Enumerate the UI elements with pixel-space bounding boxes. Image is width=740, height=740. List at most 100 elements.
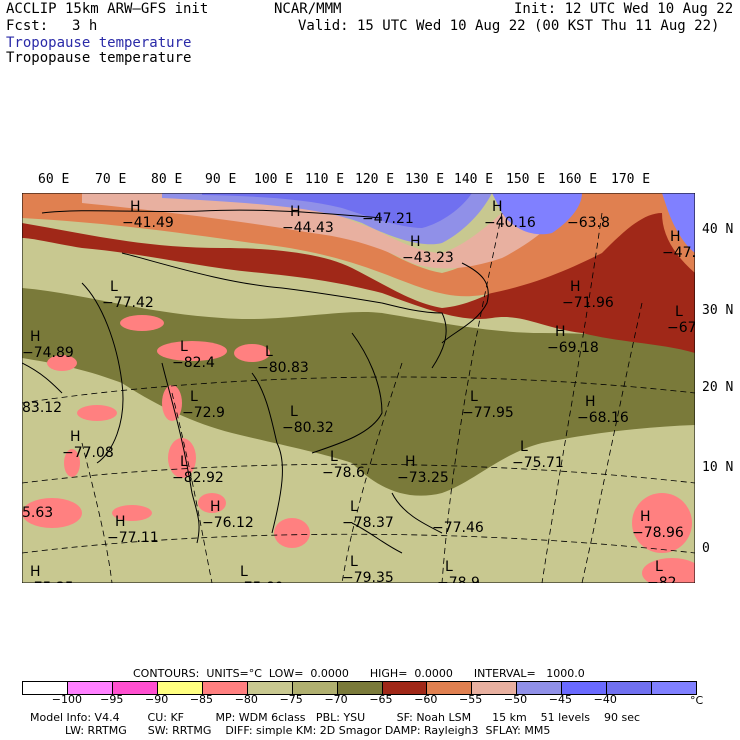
field-band-minus65 bbox=[22, 193, 695, 353]
graticule bbox=[22, 212, 695, 583]
field-value-label: −77.95 bbox=[462, 405, 514, 421]
field-value-label: −78.6 bbox=[322, 465, 365, 481]
init-time: Init: 12 UTC Wed 10 Aug 22 bbox=[514, 1, 734, 17]
colorbar-tick-label: −45 bbox=[548, 693, 572, 706]
colorbar-swatch bbox=[292, 682, 338, 694]
lat-label: 0 bbox=[702, 541, 710, 556]
colorbar-swatch bbox=[652, 682, 697, 694]
field-title-secondary: Tropopause temperature bbox=[6, 50, 192, 66]
high-marker: H bbox=[492, 199, 503, 215]
lat-label: 30 N bbox=[702, 303, 734, 318]
field-value-label: −82 bbox=[647, 575, 677, 583]
high-marker: H bbox=[130, 199, 141, 215]
field-value-label: −44.43 bbox=[282, 220, 334, 236]
lon-label: 100 E bbox=[254, 172, 294, 187]
low-marker: L bbox=[445, 559, 453, 575]
low-marker: L bbox=[290, 404, 298, 420]
tropopause-temperature-map: H−41.49H−44.43−47.21H−43.23H−40.16 −63.8H… bbox=[22, 193, 695, 583]
high-marker: H bbox=[570, 279, 581, 295]
colorbar-swatch bbox=[23, 682, 68, 694]
lon-label: 160 E bbox=[558, 172, 598, 187]
low-marker: L bbox=[330, 449, 338, 465]
field-value-label: 5.63 bbox=[22, 505, 53, 521]
colorbar-tick-label: −55 bbox=[459, 693, 483, 706]
field-value-label: −80.32 bbox=[282, 420, 334, 436]
field-value-label: −75.35 bbox=[22, 580, 74, 583]
lon-label: 150 E bbox=[506, 172, 546, 187]
field-value-label: −82.92 bbox=[172, 470, 224, 486]
field-value-label: −77.11 bbox=[107, 530, 159, 546]
high-marker: H bbox=[410, 234, 421, 250]
lon-label: 120 E bbox=[355, 172, 395, 187]
colorbar-swatch bbox=[427, 682, 473, 694]
colorbar-swatch bbox=[67, 682, 113, 694]
colorbar-swatch bbox=[517, 682, 563, 694]
field-value-label: −67 bbox=[667, 320, 695, 336]
field-value-label: −47.21 bbox=[362, 211, 414, 227]
low-marker: L bbox=[265, 344, 273, 360]
lat-label: 10 N bbox=[702, 460, 734, 475]
field-value-label: −78.96 bbox=[632, 525, 684, 541]
colorbar-swatch bbox=[607, 682, 653, 694]
field-patches-minus80 bbox=[22, 315, 695, 583]
high-marker: H bbox=[640, 509, 651, 525]
high-marker: H bbox=[290, 204, 301, 220]
high-marker: H bbox=[555, 324, 566, 340]
colorbar-swatch bbox=[157, 682, 203, 694]
field-value-label: −69.18 bbox=[547, 340, 599, 356]
lon-label: 130 E bbox=[405, 172, 445, 187]
lon-label: 170 E bbox=[611, 172, 651, 187]
high-marker: H bbox=[115, 514, 126, 530]
low-marker: L bbox=[190, 389, 198, 405]
colorbar-tick-label: −65 bbox=[369, 693, 393, 706]
colorbar-swatch bbox=[562, 682, 608, 694]
field-value-label: −40.16 bbox=[484, 215, 536, 231]
organization: NCAR/MMM bbox=[274, 1, 342, 17]
field-value-label: −71.96 bbox=[562, 295, 614, 311]
colorbar-tick-label: −90 bbox=[144, 693, 169, 706]
colorbar-swatch bbox=[112, 682, 158, 694]
colorbar-tick-label: −40 bbox=[593, 693, 617, 706]
low-marker: L bbox=[240, 564, 248, 580]
colorbar-swatch bbox=[202, 682, 248, 694]
field-band-minus70 bbox=[22, 288, 695, 496]
low-marker: L bbox=[350, 554, 358, 570]
colorbar-tick-label: −60 bbox=[414, 693, 438, 706]
high-marker: H bbox=[30, 564, 41, 580]
fcst-value: 3 h bbox=[72, 18, 98, 34]
low-marker: L bbox=[675, 304, 683, 320]
colorbar-tick-label: −80 bbox=[234, 693, 258, 706]
field-value-label: −74.89 bbox=[22, 345, 74, 361]
field-value-label: −77.08 bbox=[62, 445, 114, 461]
model-info-line1: Model Info: V4.4 CU: KF MP: WDM 6class P… bbox=[30, 711, 641, 724]
low-marker: L bbox=[350, 499, 358, 515]
lon-label: 80 E bbox=[151, 172, 183, 187]
field-band-minus45 bbox=[202, 193, 472, 228]
field-value-label: −78.9 bbox=[437, 575, 480, 583]
colorbar-unit: °C bbox=[690, 694, 704, 707]
field-band-minus55 bbox=[82, 193, 582, 269]
lon-label: 70 E bbox=[95, 172, 127, 187]
fcst-label: Fcst: bbox=[6, 18, 49, 34]
lat-label: 20 N bbox=[702, 380, 734, 395]
field-band-minus60 bbox=[22, 193, 695, 297]
field-value-label: −75.89 bbox=[232, 580, 284, 583]
field-title-primary: Tropopause temperature bbox=[6, 35, 192, 51]
high-marker: H bbox=[585, 394, 596, 410]
colorbar-swatch bbox=[382, 682, 428, 694]
low-marker: L bbox=[470, 389, 478, 405]
field-value-label: −72.9 bbox=[182, 405, 225, 421]
colorbar-tick-label: −75 bbox=[279, 693, 303, 706]
field-value-label: −63.8 bbox=[567, 215, 610, 231]
valid-time: Valid: 15 UTC Wed 10 Aug 22 (00 KST Thu … bbox=[298, 18, 720, 34]
lat-label: 40 N bbox=[702, 222, 734, 237]
field-value-label: −47. bbox=[662, 245, 695, 261]
field-band-nw-pacific bbox=[492, 193, 582, 235]
field-value-label: −75.71 bbox=[512, 455, 564, 471]
colorbar-tick-label: −70 bbox=[324, 693, 348, 706]
colorbar-swatch bbox=[472, 682, 518, 694]
high-marker: H bbox=[70, 429, 81, 445]
lon-label: 90 E bbox=[205, 172, 237, 187]
field-value-label: −68.16 bbox=[577, 410, 629, 426]
colorbar-swatch bbox=[337, 682, 383, 694]
